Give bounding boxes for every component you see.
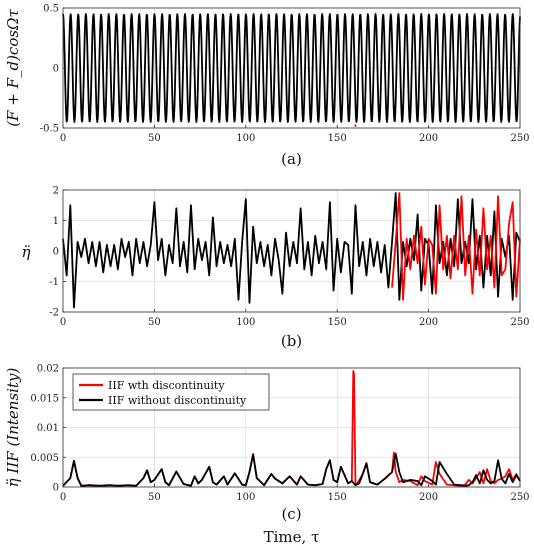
y-tick-label: 2: [53, 186, 59, 197]
x-tick-label: 0: [60, 317, 66, 328]
y-axis-label-c: η̈ IIF (Intensity): [4, 368, 22, 488]
y-tick-label: 0.5: [43, 4, 59, 15]
y-tick-label: 0.02: [37, 364, 59, 375]
series-line-b-1: [391, 192, 521, 301]
x-axis-label: Time, τ: [264, 528, 320, 546]
x-tick-label: 250: [510, 492, 529, 503]
y-tick-label: 0.005: [30, 453, 59, 464]
panel-caption-c: (c): [281, 505, 301, 523]
x-tick-label: 150: [328, 133, 347, 144]
panel-caption-b: (b): [281, 332, 302, 350]
x-tick-label: 150: [328, 317, 347, 328]
x-tick-label: 0: [60, 133, 66, 144]
legend-box: [72, 373, 270, 411]
y-tick-label: 0.01: [37, 423, 59, 434]
x-tick-label: 100: [236, 317, 255, 328]
y-axis-label-b: η̈: [22, 243, 31, 261]
panel-caption-a: (a): [281, 150, 302, 168]
legend-label: IIF wth discontinuity: [108, 379, 225, 392]
series-line-c-1: [62, 452, 521, 487]
y-tick-label: 0: [53, 64, 59, 75]
y-tick-label: -2: [49, 308, 59, 319]
y-tick-label: -1: [49, 277, 59, 288]
x-tick-label: 250: [510, 317, 529, 328]
x-tick-label: 200: [419, 133, 438, 144]
y-tick-label: 0: [53, 247, 59, 258]
x-tick-label: 50: [148, 133, 161, 144]
y-axis-label-a: (F + F_d)cosΩτ: [4, 9, 22, 127]
x-tick-label: 250: [510, 133, 529, 144]
x-tick-label: 50: [148, 492, 161, 503]
series-line-a-0: [62, 13, 521, 123]
y-tick-label: 1: [53, 216, 59, 227]
x-tick-label: 200: [419, 492, 438, 503]
x-tick-label: 0: [60, 492, 66, 503]
x-tick-label: 200: [419, 317, 438, 328]
series-line-b-0: [62, 192, 521, 309]
y-tick-label: 0: [53, 483, 59, 494]
x-tick-label: 150: [328, 492, 347, 503]
x-tick-label: 100: [236, 133, 255, 144]
legend-label: IIF without discontinuity: [108, 394, 247, 407]
x-tick-label: 50: [148, 317, 161, 328]
y-tick-label: -0.5: [40, 124, 59, 135]
y-tick-label: 0.015: [30, 393, 59, 404]
x-tick-label: 100: [236, 492, 255, 503]
